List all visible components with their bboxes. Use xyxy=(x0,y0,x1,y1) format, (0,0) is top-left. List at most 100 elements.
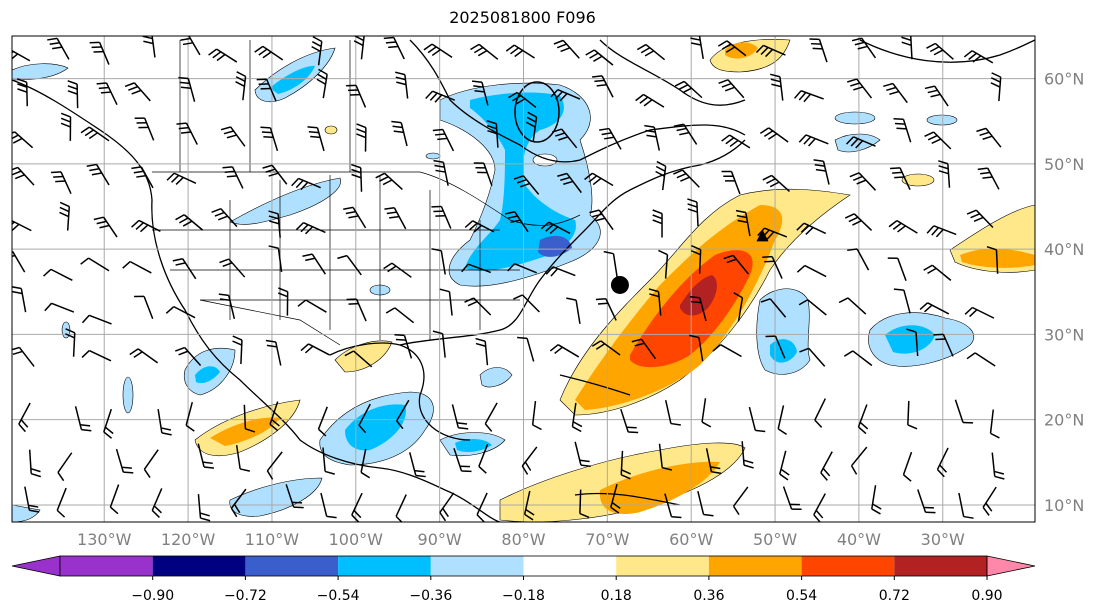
wind-barb xyxy=(358,403,371,434)
wind-barb xyxy=(143,449,159,479)
storm-center-marker xyxy=(610,275,629,294)
wind-barb xyxy=(80,126,110,142)
wind-barb xyxy=(813,493,826,522)
wind-barb xyxy=(820,451,833,481)
wind-barb xyxy=(779,450,790,481)
lon-tick-label: 50°W xyxy=(753,530,797,549)
wind-barb xyxy=(655,160,667,191)
wind-barb xyxy=(871,485,882,515)
wind-barb xyxy=(129,348,159,364)
wind-barb xyxy=(620,408,639,434)
colorbar-segment xyxy=(894,556,987,576)
wind-barb xyxy=(557,172,582,194)
wind-barb xyxy=(566,297,581,324)
wind-barb xyxy=(887,257,907,282)
wind-barb xyxy=(545,266,576,277)
wind-barb xyxy=(990,72,1002,102)
wind-barb xyxy=(589,209,614,231)
wind-barb xyxy=(151,488,163,518)
lat-tick-label: 20°N xyxy=(1044,411,1084,430)
wind-barb xyxy=(584,172,614,187)
wind-barb xyxy=(175,214,204,231)
wind-barb xyxy=(243,404,256,433)
wind-barb xyxy=(470,43,499,60)
wind-barbs xyxy=(12,36,1005,522)
wind-barb xyxy=(473,162,493,187)
wind-barb xyxy=(311,36,323,66)
colorbar-segment xyxy=(338,556,431,576)
lat-tick-label: 60°N xyxy=(1044,70,1084,89)
lon-tick-label: 130°W xyxy=(77,530,132,549)
wind-barb xyxy=(592,75,614,98)
wind-barb xyxy=(721,134,751,149)
wind-barb xyxy=(553,39,580,59)
wind-barb xyxy=(690,36,704,59)
wind-barb xyxy=(175,346,202,366)
lon-tick-label: 70°W xyxy=(585,530,629,549)
wind-barb xyxy=(67,80,79,109)
wind-barb xyxy=(12,346,35,367)
wind-barb xyxy=(351,163,363,192)
wind-barb xyxy=(717,40,747,57)
wind-barb xyxy=(475,337,489,366)
wind-barb xyxy=(302,253,327,275)
wind-barb xyxy=(115,448,134,474)
wind-barb xyxy=(924,131,952,150)
wind-barb xyxy=(256,78,277,102)
wind-barb xyxy=(433,159,449,186)
wind-barb xyxy=(906,328,919,357)
wind-barb xyxy=(265,339,282,366)
lon-tick-label: 120°W xyxy=(161,530,216,549)
wind-barb xyxy=(550,88,581,102)
colorbar-tick-label: −0.72 xyxy=(224,588,267,604)
colorbar-tick-label: 0.72 xyxy=(879,588,910,604)
wind-barb xyxy=(851,37,877,59)
wind-barb xyxy=(80,257,110,272)
lat-tick-label: 30°N xyxy=(1044,325,1084,344)
wind-barb xyxy=(394,333,413,359)
wind-barb xyxy=(254,45,284,61)
wind-barb xyxy=(690,245,702,274)
wind-barb xyxy=(74,406,92,432)
colorbar-tick-label: 0.36 xyxy=(693,588,724,604)
wind-barb xyxy=(799,347,826,367)
wind-barb xyxy=(963,50,994,64)
wind-barb xyxy=(439,288,453,316)
coastlines xyxy=(12,39,1035,522)
wind-barb xyxy=(631,338,657,360)
wind-barb xyxy=(431,248,446,275)
colorbar-tick-label: 0.18 xyxy=(601,588,632,604)
wind-barb xyxy=(688,334,704,362)
colorbar-segment xyxy=(152,556,246,576)
wind-barb xyxy=(508,91,537,109)
wind-barb xyxy=(103,408,114,439)
wind-barb xyxy=(603,250,618,278)
wind-barb xyxy=(344,350,373,368)
low-pressure-contour xyxy=(514,81,560,143)
wind-barb xyxy=(697,491,714,517)
wind-barb xyxy=(353,36,365,60)
wind-barb xyxy=(652,209,663,238)
wind-barb xyxy=(551,128,578,149)
wind-barb xyxy=(122,260,152,274)
wind-barb xyxy=(220,126,246,147)
wind-barb xyxy=(266,451,283,480)
lat-tick-label: 10°N xyxy=(1044,496,1084,515)
wind-barb xyxy=(798,134,829,147)
wind-barb xyxy=(658,443,673,471)
wind-barb xyxy=(278,287,289,316)
wind-barb xyxy=(28,449,41,478)
wind-barb xyxy=(44,302,75,313)
wind-barb xyxy=(439,492,455,522)
wind-barb xyxy=(81,349,112,362)
wind-barb xyxy=(89,41,110,65)
lon-tick-label: 60°W xyxy=(669,530,713,549)
wind-barb xyxy=(297,299,327,313)
wind-barb xyxy=(793,90,824,103)
wind-barb xyxy=(131,166,154,189)
colorbar-tick-label: −0.90 xyxy=(131,588,174,604)
colorbar-tick-label: 0.90 xyxy=(971,588,1002,604)
wind-barb xyxy=(197,443,215,469)
wind-barb xyxy=(12,131,34,149)
